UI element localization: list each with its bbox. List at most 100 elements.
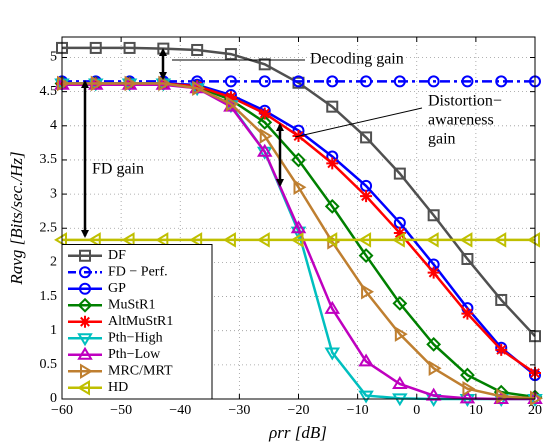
marker bbox=[495, 343, 508, 356]
marker bbox=[459, 232, 473, 248]
marker bbox=[77, 297, 93, 313]
marker bbox=[530, 390, 543, 407]
marker bbox=[292, 75, 305, 88]
marker bbox=[293, 179, 307, 196]
x-tick-label: −50 bbox=[110, 403, 132, 418]
y-tick-label: 0.5 bbox=[40, 357, 58, 372]
marker bbox=[256, 232, 270, 248]
y-axis-label: Ravg [Bits/sec./Hz] bbox=[7, 151, 26, 285]
y-tick-label: 2 bbox=[50, 255, 57, 270]
series-line bbox=[62, 82, 536, 400]
marker bbox=[257, 114, 273, 130]
marker bbox=[360, 75, 373, 88]
annotation: Decoding gain bbox=[310, 51, 404, 68]
marker bbox=[80, 363, 93, 380]
marker bbox=[495, 75, 508, 88]
marker bbox=[358, 232, 372, 248]
marker bbox=[493, 232, 507, 248]
marker bbox=[427, 266, 440, 279]
marker bbox=[259, 128, 273, 144]
ticks: −60 −50 −40 −30 −20 −10 0 10 20 0 0.5 1 1.5 2 2.5 3 3.5 4… bbox=[40, 37, 542, 418]
marker bbox=[87, 232, 101, 248]
y-tick-label: 1 bbox=[50, 323, 57, 338]
marker bbox=[392, 295, 408, 311]
series-line bbox=[62, 46, 536, 338]
y-tick-label: 5 bbox=[50, 50, 57, 65]
x-axis-label: ρrr [dB] bbox=[268, 423, 327, 442]
marker bbox=[224, 75, 237, 88]
marker bbox=[460, 367, 475, 383]
marker bbox=[461, 75, 474, 88]
annotation: Distortion− bbox=[428, 93, 502, 110]
marker bbox=[394, 326, 408, 342]
marker bbox=[461, 252, 474, 265]
marker bbox=[57, 75, 70, 92]
marker bbox=[459, 390, 476, 404]
marker bbox=[90, 75, 104, 92]
series-line bbox=[62, 83, 535, 401]
marker bbox=[360, 131, 373, 144]
marker bbox=[79, 249, 91, 262]
marker bbox=[361, 283, 375, 300]
y-tick-label: 4 bbox=[50, 118, 57, 133]
legend-label: FD − Perf. bbox=[108, 264, 168, 279]
marker bbox=[358, 248, 374, 263]
marker bbox=[121, 232, 135, 248]
y-tick-label: 1.5 bbox=[40, 289, 58, 304]
marker bbox=[192, 80, 206, 96]
x-tick-label: 10 bbox=[469, 403, 483, 418]
marker bbox=[225, 96, 239, 112]
legend-label: Pth−High bbox=[108, 330, 163, 345]
x-tick-label: −40 bbox=[169, 403, 191, 418]
x-tick-label: −60 bbox=[51, 403, 73, 418]
marker bbox=[393, 75, 406, 88]
x-tick-label: −30 bbox=[228, 403, 250, 418]
marker bbox=[427, 209, 440, 222]
legend-label: AltMuStR1 bbox=[108, 314, 173, 329]
marker bbox=[191, 43, 204, 56]
marker bbox=[54, 232, 67, 248]
legend-label: Pth−Low bbox=[108, 347, 161, 362]
marker bbox=[425, 387, 442, 401]
marker bbox=[258, 58, 271, 71]
marker bbox=[124, 75, 138, 92]
marker bbox=[391, 232, 405, 248]
marker bbox=[158, 75, 172, 92]
y-tick-label: 0 bbox=[50, 391, 57, 406]
annotation: gain bbox=[428, 131, 456, 148]
marker bbox=[256, 146, 273, 160]
marker bbox=[222, 232, 236, 248]
y-tick-label: 3 bbox=[50, 186, 57, 201]
marker bbox=[123, 41, 136, 54]
y-tick-label: 3.5 bbox=[40, 152, 58, 167]
marker bbox=[324, 347, 341, 361]
legend-label: GP bbox=[108, 281, 126, 296]
legend-label: DF bbox=[108, 248, 126, 263]
marker bbox=[191, 80, 204, 93]
marker bbox=[291, 152, 306, 168]
marker bbox=[258, 75, 271, 88]
x-tick-label: 20 bbox=[528, 403, 542, 418]
y-tick-label: 2.5 bbox=[40, 220, 58, 235]
series-lines bbox=[54, 41, 543, 407]
marker bbox=[290, 220, 307, 234]
x-tick-label: −10 bbox=[347, 403, 369, 418]
marker bbox=[77, 333, 93, 347]
legend-label: MRC/MRT bbox=[108, 363, 173, 378]
marker bbox=[428, 360, 442, 377]
y-tick-label: 4.5 bbox=[40, 84, 58, 99]
x-tick-label: −20 bbox=[288, 403, 310, 418]
marker bbox=[224, 48, 237, 61]
marker bbox=[392, 376, 408, 389]
marker bbox=[426, 336, 442, 352]
marker bbox=[256, 143, 273, 157]
marker bbox=[324, 300, 341, 314]
marker bbox=[462, 380, 476, 397]
marker bbox=[77, 346, 93, 360]
marker bbox=[224, 91, 237, 104]
marker bbox=[155, 232, 169, 248]
annotation-line bbox=[294, 107, 423, 138]
marker bbox=[290, 232, 304, 248]
